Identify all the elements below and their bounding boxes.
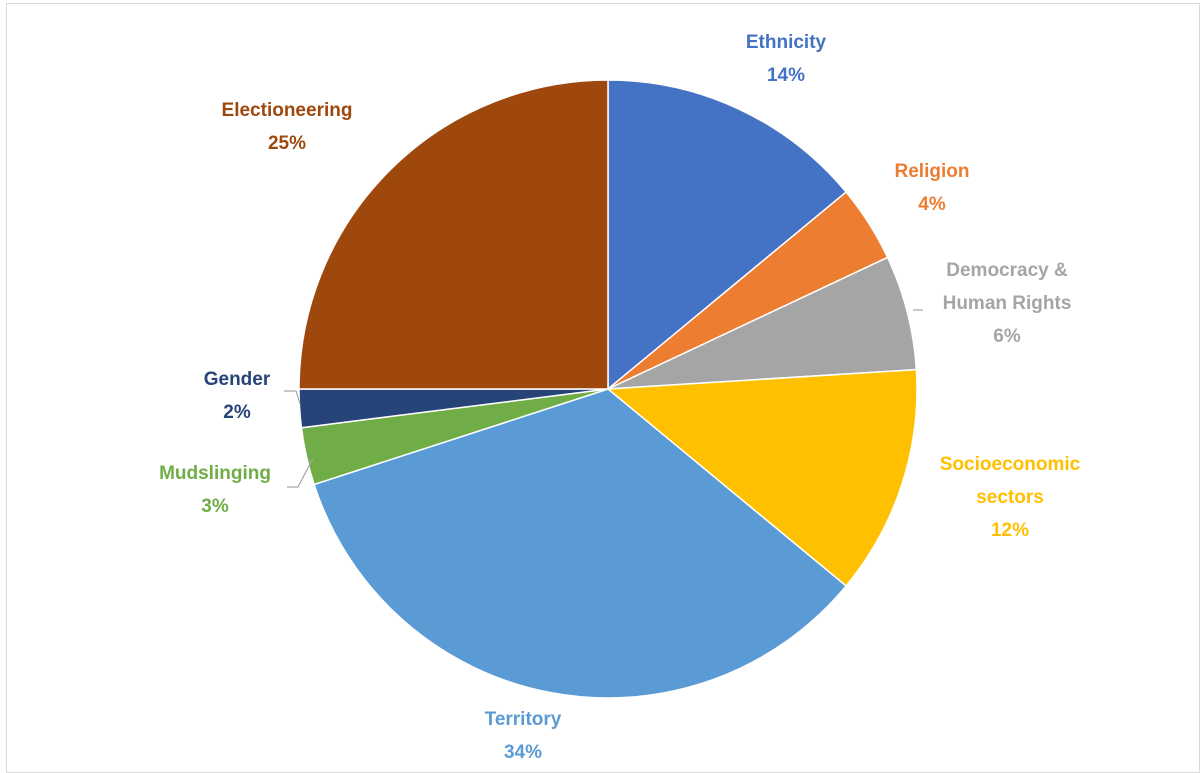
pie-slice-socioeconomic-sectors	[606, 368, 918, 588]
pie-slice-ethnicity	[607, 79, 848, 391]
data-label-value: 34%	[504, 742, 542, 763]
data-label-value: 6%	[993, 326, 1021, 347]
pie-slice-electioneering	[298, 79, 609, 390]
data-label-category: Religion	[895, 161, 970, 182]
data-label-category: Territory	[485, 709, 562, 730]
data-label-value: 12%	[991, 520, 1029, 541]
data-label-category: Gender	[204, 369, 271, 390]
data-label-value: 3%	[201, 496, 229, 517]
leader-lines	[284, 309, 923, 488]
data-label-electioneering: Electioneering 25%	[222, 100, 353, 154]
data-label-category: Ethnicity	[746, 32, 827, 53]
pie-slices	[298, 79, 918, 699]
data-label-category: sectors	[976, 487, 1044, 508]
data-label-category: Human Rights	[943, 293, 1072, 314]
data-label-category: Democracy &	[946, 260, 1068, 281]
data-label-socioeconomic-sectors: Socioeconomic sectors 12%	[940, 454, 1081, 541]
data-labels: Ethnicity 14% Religion 4% Democracy & Human R…	[159, 32, 1081, 763]
data-label-gender: Gender 2%	[204, 369, 271, 423]
leader-line-gender	[284, 390, 301, 405]
data-label-religion: Religion 4%	[895, 161, 970, 215]
data-label-mudslinging: Mudslinging 3%	[159, 463, 271, 517]
pie-slice-territory	[313, 388, 848, 699]
data-label-category: Mudslinging	[159, 463, 271, 484]
data-label-democracy-and-human-rights: Democracy & Human Rights 6%	[943, 260, 1072, 347]
data-label-value: 2%	[223, 402, 251, 423]
data-label-value: 25%	[268, 133, 306, 154]
data-label-category: Socioeconomic	[940, 454, 1081, 475]
data-label-value: 4%	[918, 194, 946, 215]
data-label-territory: Territory 34%	[485, 709, 562, 763]
leader-line-mudslinging	[287, 457, 314, 488]
data-label-value: 14%	[767, 65, 805, 86]
data-label-ethnicity: Ethnicity 14%	[746, 32, 827, 86]
data-label-category: Electioneering	[222, 100, 353, 121]
